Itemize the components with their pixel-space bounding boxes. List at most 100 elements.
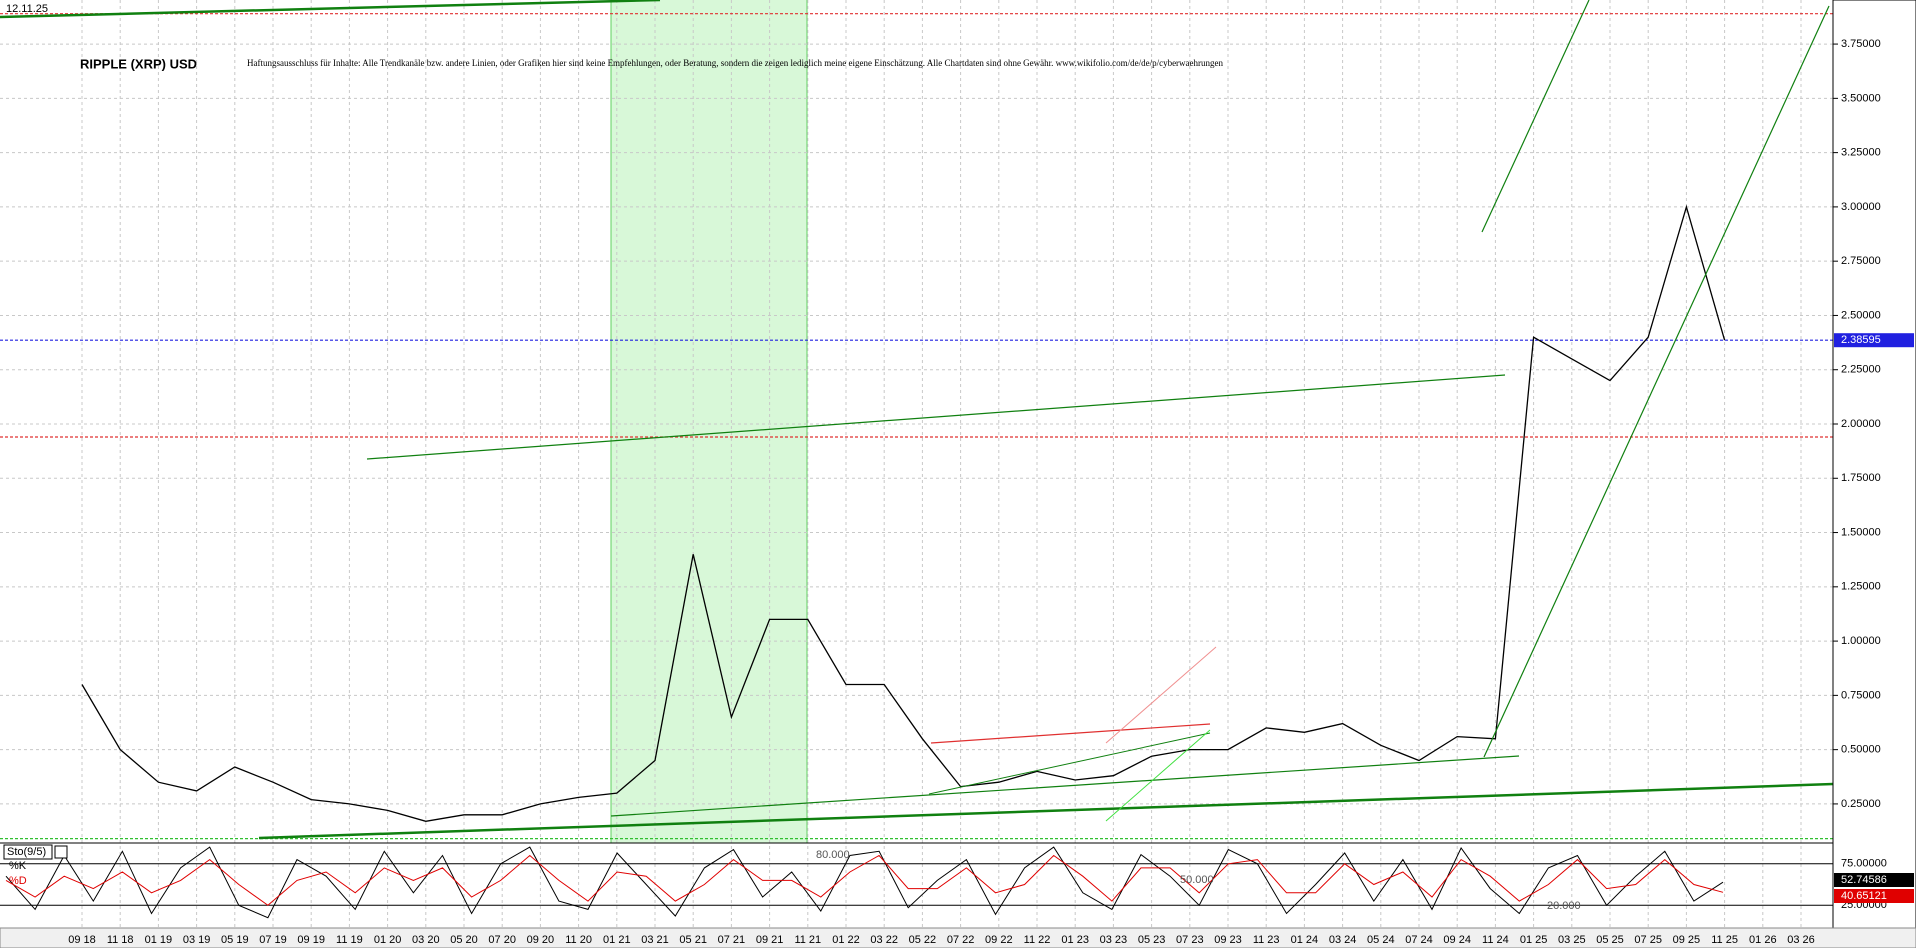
- value-tag: [1834, 873, 1914, 887]
- trendline: [366, 374, 1506, 460]
- y-tick-label: 1.25000: [1841, 581, 1881, 593]
- x-tick-label: 07 24: [1405, 934, 1433, 946]
- y-tick-label: 1.00000: [1841, 635, 1881, 647]
- x-tick-label: 09 23: [1214, 934, 1242, 946]
- x-axis-bar: [0, 927, 1916, 948]
- y-tick-label: 2.75000: [1841, 255, 1881, 267]
- x-tick-label: 07 25: [1634, 934, 1662, 946]
- x-tick-label: 03 22: [870, 934, 898, 946]
- indicator-box: [3, 844, 53, 860]
- y-tick-label: 2.00000: [1841, 418, 1881, 430]
- trendline: [1483, 5, 1830, 758]
- y-tick-label: 75.00000: [1841, 858, 1887, 870]
- x-tick-label: 07 23: [1176, 934, 1204, 946]
- y-tick-label: 2.50000: [1841, 309, 1881, 321]
- x-tick-label: 03 19: [183, 934, 211, 946]
- x-tick-label: 09 21: [756, 934, 784, 946]
- x-tick-label: 09 25: [1673, 934, 1701, 946]
- x-tick-label: 03 20: [412, 934, 440, 946]
- level-label: 20.000: [1547, 900, 1581, 912]
- x-tick-label: 03 25: [1558, 934, 1586, 946]
- red-line: [1105, 646, 1217, 744]
- stoch-line: [5, 854, 1724, 906]
- level-label: 80.000: [816, 849, 850, 861]
- x-tick-label: 05 25: [1596, 934, 1624, 946]
- trendline: [610, 755, 1520, 817]
- trendline: [258, 782, 1834, 840]
- price-tag-label: 2.38595: [1841, 334, 1881, 346]
- trendline: [928, 732, 1211, 795]
- x-tick-label: 05 23: [1138, 934, 1166, 946]
- disclaimer: Haftungsausschluss für Inhalte: Alle Tre…: [247, 58, 1224, 68]
- y-tick-label: 0.75000: [1841, 689, 1881, 701]
- trendlines: [0, 0, 1834, 840]
- legend-k: %K: [9, 860, 27, 872]
- y-tick-label: 3.00000: [1841, 201, 1881, 213]
- value-tag-label: 40.65121: [1841, 890, 1887, 902]
- x-tick-label: 11 19: [336, 934, 363, 946]
- x-tick-label: 11 21: [794, 934, 821, 946]
- x-tick-label: 07 20: [488, 934, 516, 946]
- trendline: [1481, 0, 1590, 233]
- x-tick-label: 01 21: [603, 934, 631, 946]
- stoch-line: [5, 846, 1724, 919]
- x-tick-label: 05 22: [909, 934, 937, 946]
- value-tag-label: 52.74586: [1841, 874, 1887, 886]
- y-tick-label: 3.25000: [1841, 147, 1881, 159]
- x-tick-label: 05 21: [679, 934, 707, 946]
- y-tick-label: 3.50000: [1841, 92, 1881, 104]
- x-tick-label: 01 23: [1061, 934, 1089, 946]
- level-label: 50.000: [1180, 874, 1214, 886]
- x-tick-label: 11 18: [107, 934, 134, 946]
- y-tick-label: 3.75000: [1841, 38, 1881, 50]
- x-tick-label: 11 23: [1253, 934, 1280, 946]
- value-tag: [1834, 889, 1914, 903]
- grid: [0, 0, 1833, 928]
- date-label: 12.11.25: [6, 3, 48, 15]
- y-tick-label: 0.50000: [1841, 744, 1881, 756]
- x-tick-label: 07 19: [259, 934, 287, 946]
- x-tick-label: 01 20: [374, 934, 402, 946]
- x-tick-label: 05 19: [221, 934, 249, 946]
- y-tick-label: 1.75000: [1841, 472, 1881, 484]
- red-line: [930, 723, 1211, 744]
- chart-title: RIPPLE (XRP) USD: [80, 56, 197, 71]
- x-tick-label: 09 19: [297, 934, 325, 946]
- expand-button[interactable]: [54, 845, 68, 859]
- x-tick-label: 07 22: [947, 934, 975, 946]
- x-tick-label: 01 26: [1749, 934, 1777, 946]
- x-tick-label: 09 20: [527, 934, 555, 946]
- x-tick-label: 01 25: [1520, 934, 1548, 946]
- indicator-title: Sto(9/5): [7, 846, 46, 858]
- x-tick-label: 11 20: [565, 934, 592, 946]
- y-tick-label: 2.25000: [1841, 364, 1881, 376]
- price-line: [81, 204, 1726, 822]
- x-tick-label: 11 22: [1024, 934, 1051, 946]
- y-tick-label: 0.25000: [1841, 798, 1881, 810]
- y-tick-label: 1.50000: [1841, 526, 1881, 538]
- trendline: [0, 0, 661, 19]
- x-tick-label: 11 25: [1711, 934, 1738, 946]
- x-tick-label: 03 21: [641, 934, 669, 946]
- x-tick-label: 11 24: [1482, 934, 1509, 946]
- price-tag: [1834, 333, 1914, 348]
- highlight-zone: [611, 0, 807, 843]
- x-tick-label: 09 22: [985, 934, 1013, 946]
- price: [5, 204, 1726, 919]
- x-tick-label: 07 21: [718, 934, 746, 946]
- x-tick-label: 01 24: [1291, 934, 1319, 946]
- x-tick-label: 09 24: [1443, 934, 1471, 946]
- x-tick-label: 03 26: [1787, 934, 1815, 946]
- x-tick-label: 03 24: [1329, 934, 1357, 946]
- x-tick-label: 03 23: [1100, 934, 1128, 946]
- x-tick-label: 09 18: [68, 934, 96, 946]
- x-tick-label: 01 22: [832, 934, 860, 946]
- legend-d: %D: [9, 875, 27, 887]
- x-tick-label: 01 19: [145, 934, 173, 946]
- trendline: [1105, 729, 1211, 822]
- x-tick-label: 05 24: [1367, 934, 1395, 946]
- right-axis: [1832, 0, 1916, 929]
